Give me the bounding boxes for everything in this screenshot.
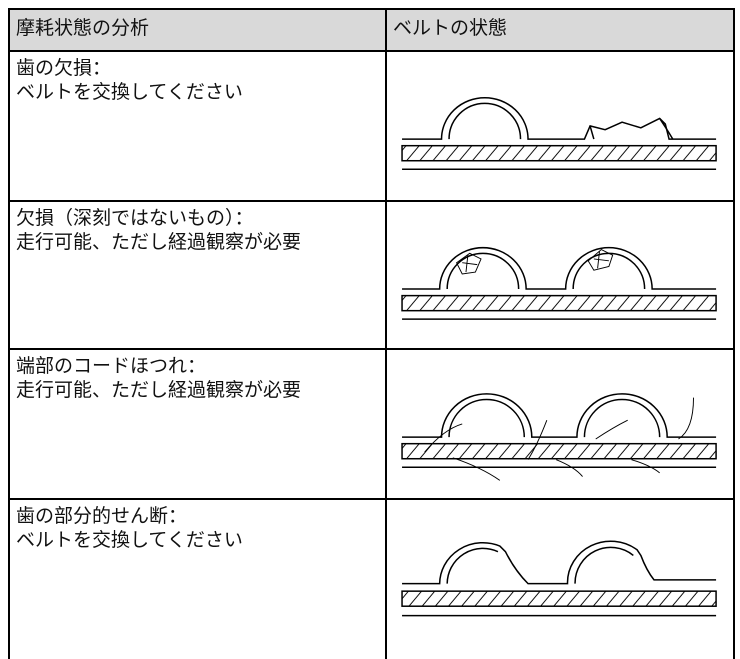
belt-drawing: [401, 540, 717, 617]
row: 欠損（深刻ではないもの）： 走行可能、ただし経過観察が必要: [8, 200, 735, 350]
text-cell: 端部のコードほつれ： 走行可能、ただし経過観察が必要: [8, 348, 387, 500]
text-cell: 歯の部分的せん断： ベルトを交換してください: [8, 498, 387, 659]
action: ベルトを交換してください: [16, 81, 243, 103]
header-cell: ベルトの状態: [385, 8, 735, 52]
belt-drawing: [401, 247, 717, 320]
image-cell: [385, 348, 735, 500]
condition: 欠損（深刻ではないもの）：: [16, 207, 254, 229]
header-row: 摩耗状態の分析 ベルトの状態: [8, 8, 735, 52]
image-cell: [385, 498, 735, 659]
condition: 歯の部分的せん断：: [16, 505, 188, 527]
belt-drawing: [401, 393, 717, 481]
image-cell: [385, 200, 735, 350]
text-cell: 歯の欠損： ベルトを交換してください: [8, 50, 387, 202]
action: 走行可能、ただし経過観察が必要: [16, 231, 302, 253]
action: 走行可能、ただし経過観察が必要: [16, 379, 302, 401]
action: ベルトを交換してください: [16, 529, 243, 551]
belt-drawing: [401, 97, 717, 170]
row: 歯の部分的せん断： ベルトを交換してください: [8, 498, 735, 659]
image-cell: [385, 50, 735, 202]
row: 歯の欠損： ベルトを交換してください: [8, 50, 735, 202]
condition: 端部のコードほつれ：: [16, 355, 207, 377]
row: 端部のコードほつれ： 走行可能、ただし経過観察が必要: [8, 348, 735, 500]
wear-table: 摩耗状態の分析 ベルトの状態 歯の欠損： ベルトを交換してください 欠損（深刻では…: [8, 8, 735, 659]
text-cell: 欠損（深刻ではないもの）： 走行可能、ただし経過観察が必要: [8, 200, 387, 350]
condition: 歯の欠損：: [16, 57, 112, 79]
header-cell: 摩耗状態の分析: [8, 8, 387, 52]
